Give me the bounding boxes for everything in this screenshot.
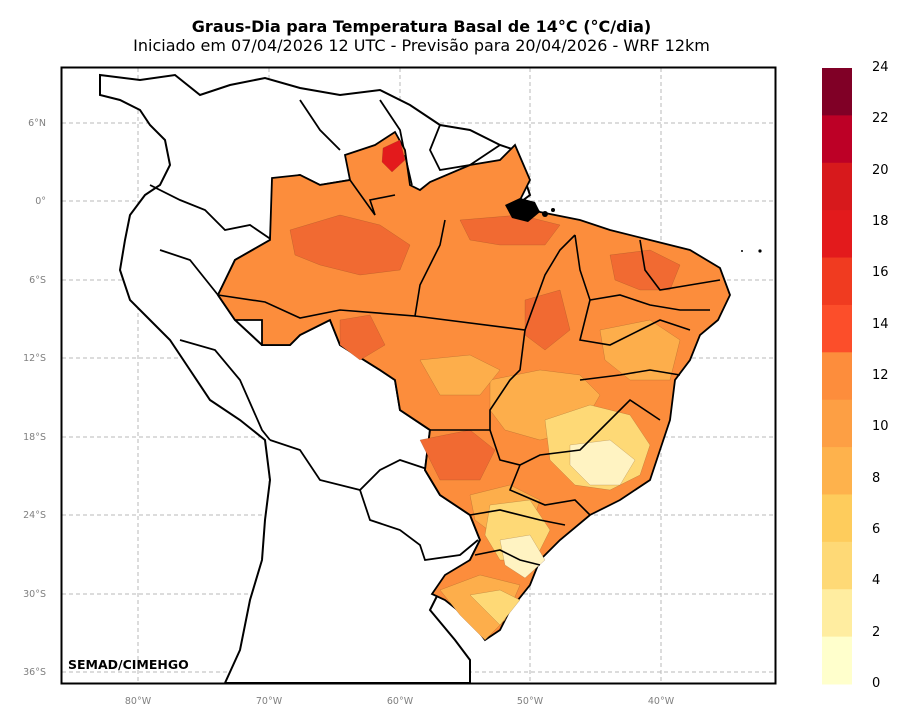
colorbar-swatch (822, 162, 852, 211)
colorbar-swatch (822, 589, 852, 638)
lat-tick: 12°S (23, 353, 46, 364)
lon-tick: 50°W (517, 696, 544, 707)
colorbar-tick-label: 20 (872, 162, 889, 178)
latitude-tick-labels: 6°N 0° 6°S 12°S 18°S 24°S 30°S 36°S (23, 118, 46, 678)
colorbar-swatch (822, 494, 852, 543)
longitude-tick-labels: 80°W 70°W 60°W 50°W 40°W (125, 696, 675, 707)
lat-tick: 18°S (23, 432, 46, 443)
lat-tick: 6°N (28, 118, 46, 129)
colorbar-tick-label: 22 (872, 111, 889, 127)
credit-label: SEMAD/CIMEHGO (68, 657, 189, 672)
map-subtitle: Iniciado em 07/04/2026 12 UTC - Previsão… (133, 36, 710, 55)
map-title: Graus-Dia para Temperatura Basal de 14°C… (191, 17, 652, 36)
lat-tick: 0° (35, 196, 46, 207)
colorbar-tick-label: 4 (872, 573, 881, 589)
colorbar-swatch (822, 352, 852, 401)
lon-tick: 60°W (387, 696, 414, 707)
state-borders (217, 154, 721, 566)
colorbar-tick-label: 16 (872, 265, 889, 281)
colorbar-swatch (822, 115, 852, 164)
lat-tick: 6°S (29, 275, 46, 286)
colorbar-tick-label: 24 (872, 60, 889, 75)
colorbar-swatch (822, 447, 852, 495)
colorbar-tick-label: 10 (872, 419, 889, 435)
colorbar-swatch (822, 210, 852, 259)
colorbar-swatch (822, 304, 852, 353)
colorbar-tick-label: 0 (872, 676, 881, 691)
colorbar-tick-label: 12 (872, 368, 889, 383)
colorbar-tick-label: 8 (872, 470, 881, 486)
colorbar-swatch (822, 636, 852, 685)
map-frame (60, 66, 777, 685)
lat-tick: 36°S (23, 667, 46, 678)
colorbar-swatch (822, 257, 852, 306)
colorbar-swatch (822, 68, 852, 116)
colorbar-tick-label: 2 (872, 624, 881, 640)
colorbar (822, 68, 852, 685)
fernando-de-noronha-marker (758, 249, 762, 253)
colorbar-tick-label: 18 (872, 214, 889, 229)
colorbar-tick-label: 14 (872, 316, 889, 332)
lon-tick: 40°W (648, 696, 675, 707)
lat-tick: 24°S (23, 510, 46, 521)
lon-tick: 70°W (256, 696, 283, 707)
lat-tick: 30°S (23, 589, 46, 600)
lon-tick: 80°W (125, 696, 152, 707)
amazon-delta (505, 198, 555, 222)
colorbar-tick-label: 6 (872, 522, 881, 537)
colorbar-swatch (822, 541, 852, 590)
colorbar-swatch (822, 399, 852, 448)
